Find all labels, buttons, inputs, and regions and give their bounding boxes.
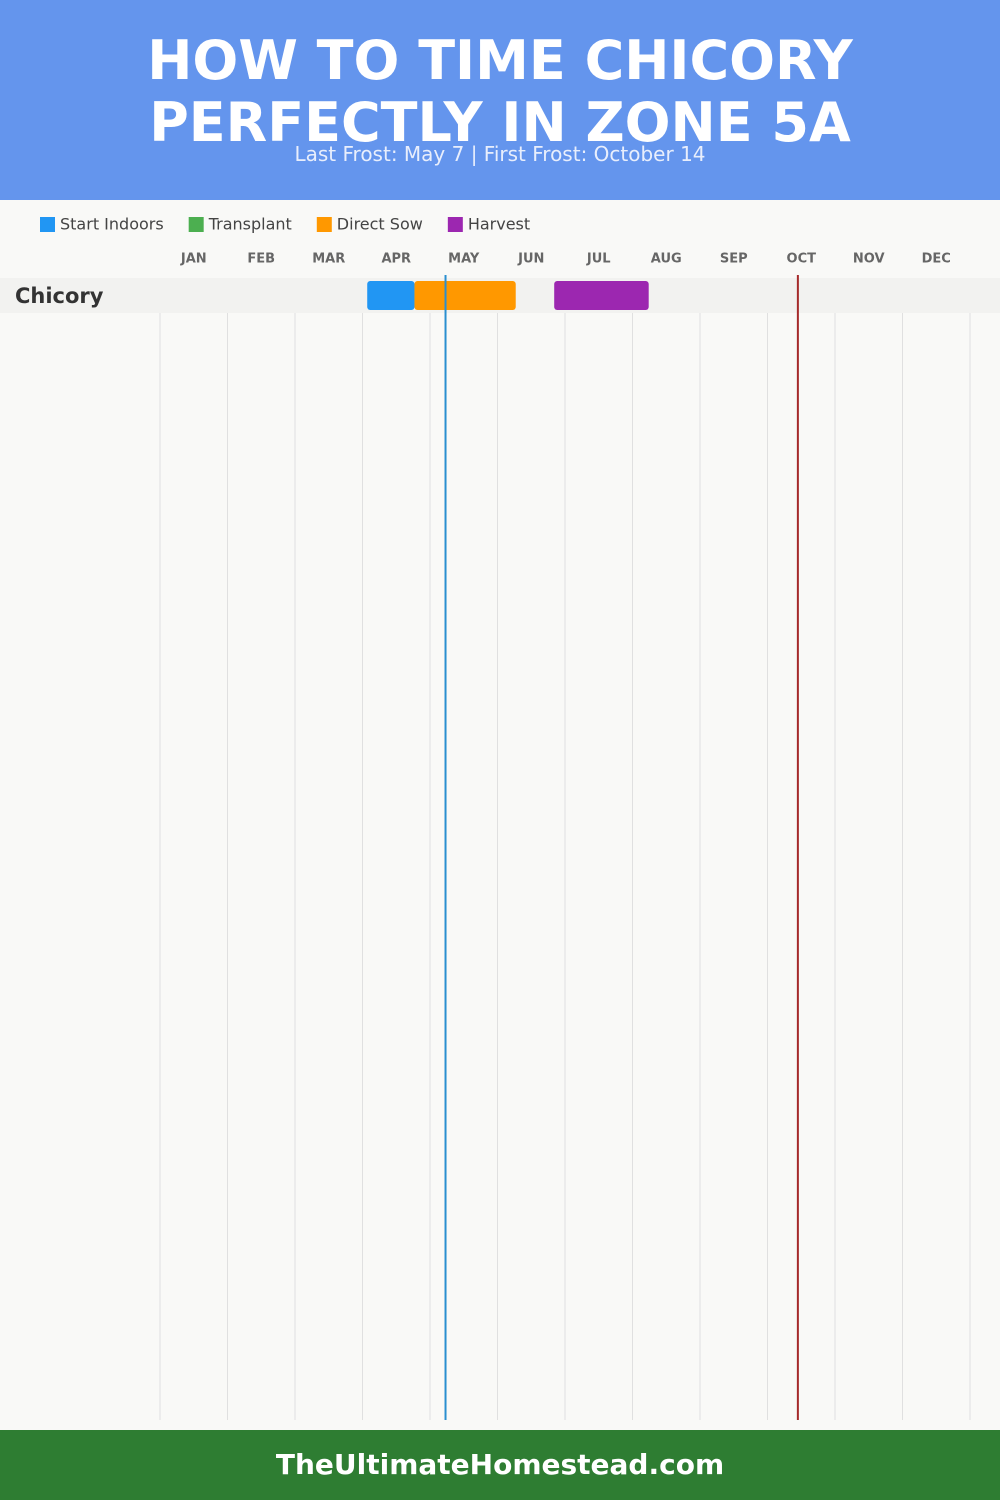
- x-tick-label: JAN: [180, 252, 207, 267]
- x-tick-label: JUN: [517, 252, 544, 267]
- row-label: Chicory: [15, 284, 104, 308]
- x-tick-label: DEC: [922, 252, 951, 267]
- bar: [414, 281, 516, 310]
- title: HOW TO TIME CHICORY PERFECTLY IN ZONE 5A: [147, 29, 853, 154]
- legend-label: Start Indoors: [60, 215, 164, 234]
- x-tick-label: MAR: [312, 252, 345, 267]
- legend-swatch: [40, 217, 55, 232]
- x-tick-label: SEP: [720, 252, 748, 267]
- x-tick-label: AUG: [651, 252, 682, 267]
- header: HOW TO TIME CHICORY PERFECTLY IN ZONE 5A…: [0, 0, 1000, 200]
- subtitle: Last Frost: May 7 | First Frost: October…: [294, 142, 706, 166]
- legend-label: Harvest: [468, 215, 530, 234]
- legend-swatch: [447, 217, 463, 232]
- footer: TheUltimateHomestead.com: [0, 1430, 1000, 1500]
- legend-label: Direct Sow: [337, 215, 423, 234]
- x-tick-label: JUL: [586, 252, 611, 267]
- legend-swatch: [316, 217, 332, 232]
- x-tick-label: APR: [381, 252, 411, 267]
- x-tick-label: OCT: [787, 252, 817, 267]
- bar: [367, 281, 415, 310]
- legend-swatch: [188, 217, 204, 232]
- legend-label: Transplant: [208, 215, 292, 234]
- bar: [554, 281, 649, 310]
- x-tick-label: MAY: [448, 252, 480, 267]
- x-tick-label: FEB: [247, 252, 275, 267]
- x-tick-label: NOV: [853, 252, 885, 267]
- chart: Start Indoors Transplant Direct Sow Harvest…: [0, 215, 1000, 1420]
